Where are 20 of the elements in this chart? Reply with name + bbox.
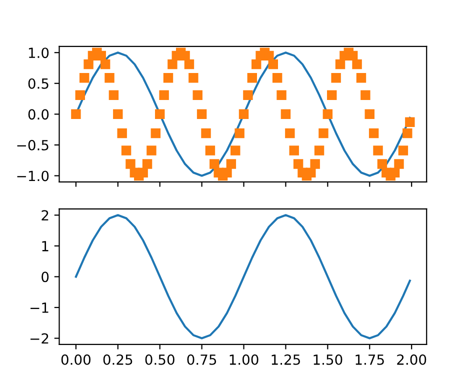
x-tick-label: 1.25	[272, 354, 300, 365]
line-series	[74, 214, 411, 340]
y-tick-label: 2	[42, 210, 48, 220]
y-tick-label: 0.5	[28, 78, 48, 89]
x-tick-label: 0.00	[61, 354, 90, 365]
y-tick-label: −1	[30, 302, 48, 313]
x-tick-label: 0.25	[103, 354, 132, 365]
x-tick-label: 1.00	[230, 354, 258, 365]
x-tick-label: 0.75	[187, 354, 216, 365]
x-tick-label: 1.50	[314, 354, 342, 365]
x-tick-label: 0.50	[145, 354, 174, 365]
y-tick-label: 1.0	[28, 48, 49, 58]
y-tick-label: −2	[30, 333, 48, 344]
y-tick-label: −0.5	[17, 140, 48, 150]
x-tick-label: 1.75	[356, 354, 384, 365]
x-tick-label: 2.00	[397, 354, 426, 365]
y-tick-label: −1.0	[17, 170, 49, 182]
y-tick-label: 1	[42, 241, 48, 252]
y-tick-label: 0	[42, 272, 49, 282]
y-tick-label: 0.0	[28, 109, 49, 120]
